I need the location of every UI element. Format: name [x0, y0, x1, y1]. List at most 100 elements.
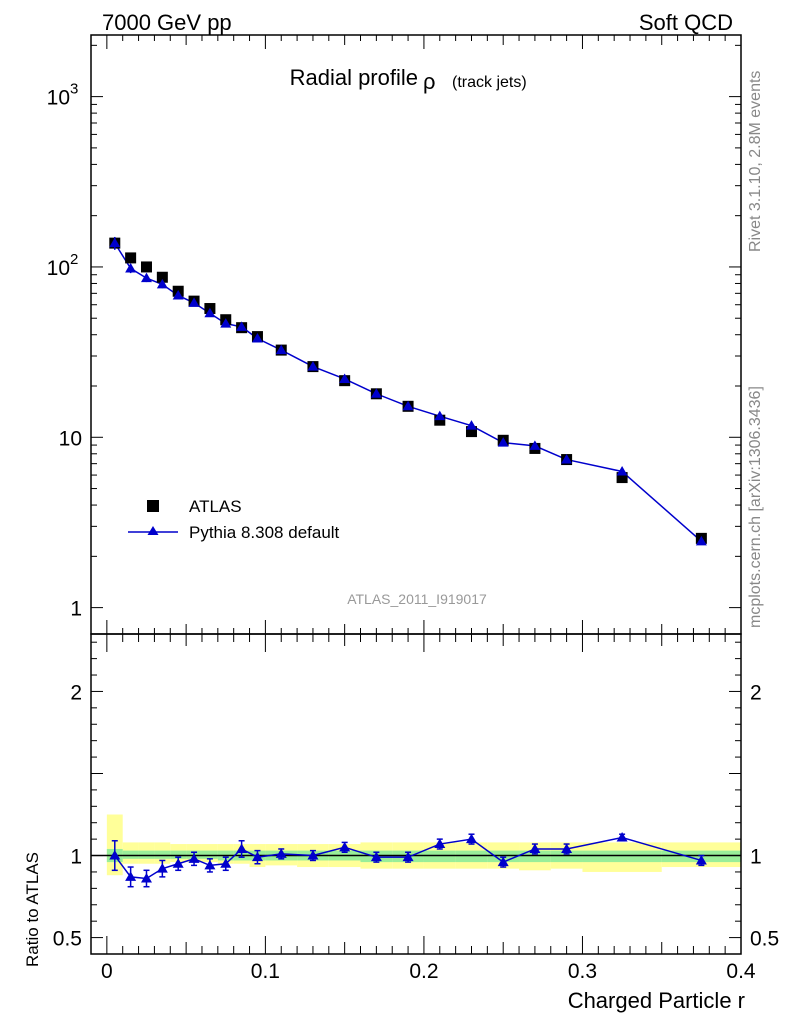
- ratio-stat-uncertainty-band: [154, 850, 171, 859]
- legend-atlas-marker: [147, 500, 159, 512]
- main-y-tick-label: 10: [47, 87, 70, 110]
- ratio-panel: 0.5 0.51 12 2 0 0.1 0.2 0.3 0.4 Ratio to ATLAS …: [23, 633, 779, 1013]
- ratio-data-point: [125, 871, 137, 881]
- ratio-stat-uncertainty-band: [138, 850, 155, 859]
- pythia-data-point: [172, 289, 184, 300]
- main-title-symbol: ρ: [423, 69, 436, 94]
- ratio-data-point: [339, 841, 351, 852]
- x-tick-label: 0.1: [251, 960, 280, 983]
- atlas-data-point: [140, 261, 152, 273]
- main-y-tick-label: 1: [70, 598, 82, 621]
- pythia-data-point: [125, 262, 137, 273]
- ratio-stat-uncertainty-band: [582, 850, 662, 863]
- pythia-data-point: [465, 420, 477, 430]
- pythia-data-point: [275, 344, 287, 355]
- ratio-data-point: [109, 850, 121, 860]
- ratio-data-point: [236, 843, 248, 853]
- ratio-data-point: [251, 851, 263, 862]
- mcplots-source-label: mcplots.cern.ch [arXiv:1306.3436]: [747, 386, 764, 628]
- pythia-data-point: [109, 237, 121, 248]
- header-right-label: Soft QCD: [639, 10, 733, 35]
- pythia-data-point: [561, 454, 573, 464]
- ratio-data-point: [497, 856, 509, 867]
- ratio-data-point: [561, 843, 573, 853]
- pythia-data-point: [529, 440, 541, 450]
- ratio-data-point: [616, 831, 628, 842]
- pythia-data-point: [236, 321, 248, 331]
- ratio-data-point: [140, 873, 152, 883]
- rivet-version-label: Rivet 3.1.10, 2.8M events: [747, 71, 764, 252]
- ratio-data-point: [465, 833, 477, 844]
- ratio-y-tick-label-right: 0.5: [750, 928, 779, 951]
- ratio-data-point: [307, 850, 319, 860]
- x-tick-label: 0.2: [409, 960, 438, 983]
- ratio-panel-frame: [90, 633, 742, 955]
- ratio-y-tick-label-left: 1: [70, 846, 82, 869]
- ratio-data-point: [370, 851, 382, 862]
- pythia-data-point: [434, 410, 446, 421]
- x-tick-label: 0.4: [726, 960, 756, 983]
- atlas-data-point: [616, 472, 628, 484]
- main-y-tick-exponent: 2: [70, 251, 78, 268]
- pythia-data-point: [497, 437, 509, 447]
- atlas-data-point: [465, 426, 477, 438]
- analysis-watermark: ATLAS_2011_I919017: [347, 591, 487, 607]
- ratio-stat-uncertainty-band: [122, 850, 139, 859]
- ratio-data-point: [434, 838, 446, 849]
- x-tick-label: 0.3: [568, 960, 597, 983]
- ratio-y-tick-label-right: 1: [750, 846, 762, 869]
- x-tick-label: 0: [101, 960, 113, 983]
- ratio-y-tick-label-left: 2: [70, 681, 82, 704]
- ratio-stat-uncertainty-band: [550, 850, 583, 863]
- ratio-data-point: [220, 858, 232, 868]
- pythia-data-point: [402, 400, 414, 411]
- ratio-y-tick-label-left: 0.5: [53, 928, 82, 951]
- ratio-data-point: [529, 843, 541, 853]
- pythia-data-point: [251, 333, 263, 343]
- ratio-stat-uncertainty-band: [201, 850, 218, 859]
- ratio-data-point: [402, 851, 414, 862]
- legend-pythia-marker: [147, 526, 159, 535]
- ratio-data-point: [695, 854, 707, 865]
- pythia-line: [114, 242, 702, 542]
- legend-pythia-label: Pythia 8.308 default: [189, 523, 340, 542]
- ratio-stat-uncertainty-band: [423, 850, 456, 863]
- x-axis-title: Charged Particle r: [568, 988, 745, 1013]
- ratio-data-point: [204, 859, 216, 870]
- ratio-data-point: [172, 858, 184, 868]
- main-panel-frame: [90, 34, 742, 635]
- main-title: Radial profile: [290, 65, 418, 90]
- main-y-tick-base: 10: [47, 257, 70, 280]
- pythia-data-point: [307, 361, 319, 371]
- pythia-data-point: [220, 318, 232, 328]
- ratio-stat-uncertainty-band: [170, 850, 187, 859]
- pythia-data-point: [339, 373, 351, 383]
- ratio-pythia-line: [114, 836, 702, 880]
- ratio-axis-ticks: [91, 634, 742, 955]
- ratio-stat-uncertainty-band: [519, 850, 551, 863]
- ratio-y-axis-title: Ratio to ATLAS: [23, 852, 42, 967]
- ratio-data-layer: [109, 831, 707, 888]
- pythia-data-point: [370, 388, 382, 398]
- atlas-data-point: [156, 271, 168, 283]
- main-y-tick-label: 10: [59, 427, 82, 450]
- ratio-data-point: [188, 853, 200, 863]
- pythia-data-point: [616, 465, 628, 476]
- main-y-tick-exponent: 3: [70, 81, 78, 98]
- legend: ATLAS Pythia 8.308 default: [128, 497, 340, 542]
- ratio-stat-uncertainty-band: [487, 850, 520, 863]
- ratio-y-tick-labels: 0.5 0.5 1 1 2 2: [53, 681, 779, 950]
- main-axis-ticks: [91, 35, 742, 634]
- ratio-data-point: [156, 863, 168, 873]
- main-data-layer: [109, 236, 707, 546]
- legend-atlas-label: ATLAS: [189, 497, 242, 516]
- atlas-data-point: [125, 252, 137, 264]
- main-y-tick-label: 10: [47, 257, 70, 280]
- pythia-data-point: [695, 535, 707, 546]
- header-left-label: 7000 GeV pp: [102, 10, 232, 35]
- pythia-data-point: [140, 272, 152, 283]
- pythia-data-point: [204, 307, 216, 318]
